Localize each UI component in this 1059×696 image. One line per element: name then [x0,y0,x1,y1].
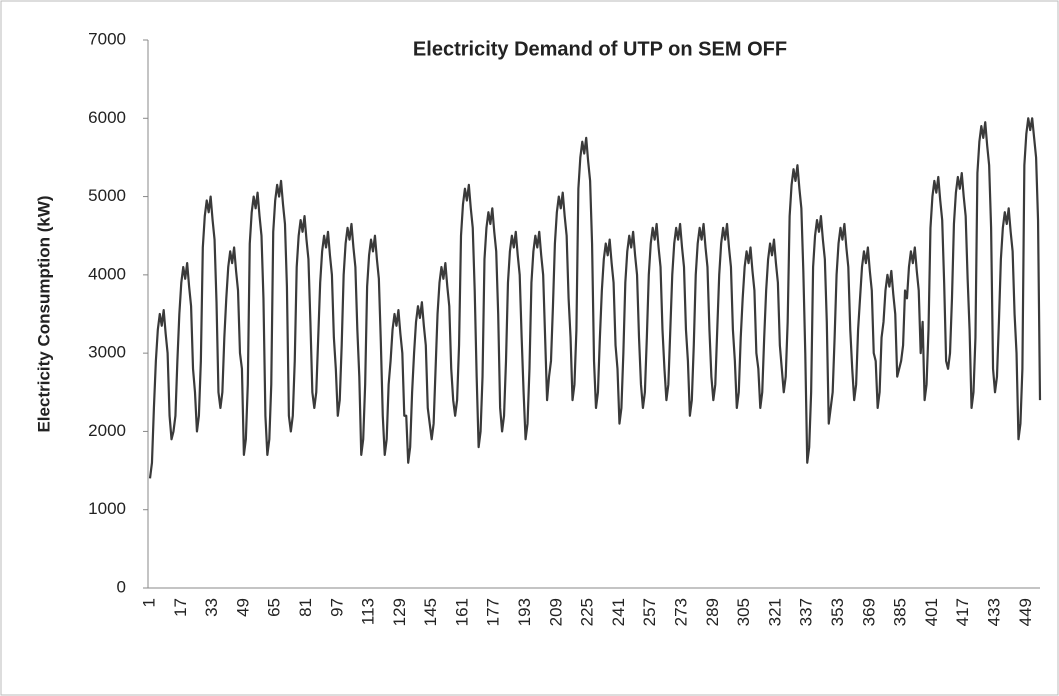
y-tick-label: 1000 [88,499,126,518]
x-tick-label: 65 [265,598,284,617]
x-tick-label: 337 [797,598,816,626]
x-tick-label: 417 [953,598,972,626]
y-tick-label: 0 [117,577,126,596]
x-tick-label: 17 [171,598,190,617]
x-tick-label: 161 [452,598,471,626]
x-tick-label: 241 [609,598,628,626]
x-tick-label: 225 [578,598,597,626]
y-tick-label: 2000 [88,421,126,440]
x-tick-label: 353 [828,598,847,626]
x-tick-label: 97 [327,598,346,617]
x-tick-label: 369 [859,598,878,626]
y-tick-label: 3000 [88,343,126,362]
x-tick-label: 289 [703,598,722,626]
y-axis-label: Electricity Consumption (kW) [34,195,53,432]
x-tick-label: 113 [359,598,378,625]
y-tick-label: 7000 [88,29,126,48]
y-tick-label: 6000 [88,108,126,127]
x-tick-label: 193 [515,598,534,626]
x-tick-label: 129 [390,598,409,626]
x-tick-label: 177 [484,598,503,626]
x-tick-label: 145 [421,598,440,626]
chart-title: Electricity Demand of UTP on SEM OFF [413,38,787,60]
x-tick-label: 273 [672,598,691,626]
x-tick-label: 1 [139,598,158,607]
y-tick-label: 4000 [88,264,126,283]
x-tick-label: 81 [296,598,315,617]
data-line [148,117,1042,479]
y-tick-label: 5000 [88,186,126,205]
x-tick-label: 33 [202,598,221,617]
x-tick-label: 449 [1016,598,1035,626]
x-tick-label: 257 [640,598,659,626]
x-tick-label: 385 [891,598,910,626]
x-tick-label: 209 [546,598,565,626]
x-tick-label: 321 [765,598,784,626]
x-tick-label: 433 [984,598,1003,626]
x-tick-label: 305 [734,598,753,626]
x-tick-label: 401 [922,598,941,626]
x-tick-label: 49 [233,598,252,617]
